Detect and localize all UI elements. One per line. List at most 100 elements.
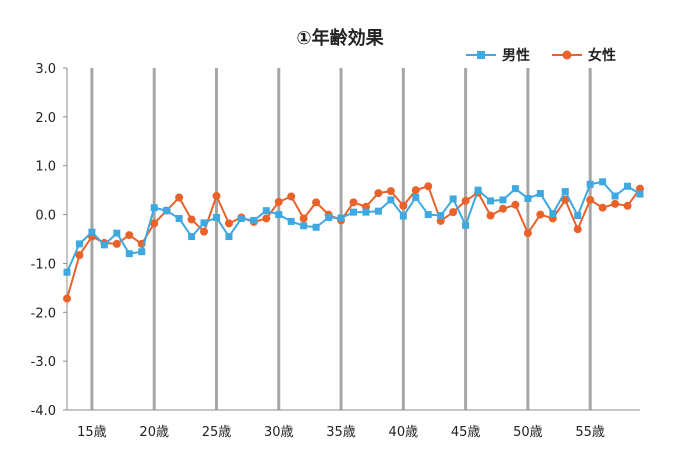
point-female [212,192,221,201]
x-tick-label-30: 30歳 [264,425,294,440]
series-female [63,182,644,303]
point-male [275,211,283,219]
point-female [299,214,308,223]
point-female [623,201,632,210]
series-male [63,178,644,276]
point-female [424,182,433,191]
series-layer [63,178,644,303]
point-male [312,223,320,231]
legend-item-female: 女性 [552,47,616,64]
point-female [449,208,458,217]
chart-title: ①年齢効果 [296,27,384,49]
point-male [399,212,407,220]
point-female [486,211,495,220]
grid-lines [90,68,592,410]
point-female [598,203,607,212]
y-tick-label: 3.0 [35,62,56,77]
point-male [636,190,644,198]
point-male [387,196,395,204]
point-male [574,212,582,220]
point-male [287,217,295,225]
point-female [75,251,84,260]
point-male [511,185,519,193]
x-tick-label-55: 55歳 [575,425,605,440]
y-tick-label: 2.0 [35,111,56,126]
point-female [411,186,420,195]
x-tick-label-45: 45歳 [451,425,481,440]
point-male [138,248,146,256]
legend-male-label: 男性 [502,47,530,64]
point-male [611,192,619,200]
point-male [188,233,196,241]
y-tick-label: 0.0 [35,209,56,224]
point-male [536,190,544,198]
legend: 男性 女性 [466,47,616,64]
legend-item-male: 男性 [466,47,530,64]
point-male [462,221,470,229]
point-male [237,214,245,222]
point-female [150,219,159,228]
axes [63,67,640,411]
point-female [511,200,520,209]
point-female [175,193,184,202]
point-male [474,186,482,194]
point-female [224,219,233,228]
y-axis-tick-labels: 3.0 2.0 1.0 0.0 -1.0 -2.0 -3.0 -4.0 [31,62,56,419]
point-male [586,180,594,188]
point-male [200,219,208,227]
y-tick-label: -2.0 [31,306,56,321]
point-male [163,207,171,215]
point-female [399,201,408,210]
legend-male-marker [477,51,485,59]
point-male [624,182,632,190]
point-female [63,294,71,303]
point-male [487,197,495,205]
point-male [325,214,333,222]
point-male [250,216,258,224]
point-female [312,198,321,207]
point-male [374,207,382,215]
point-male [549,210,557,218]
point-female [274,197,283,206]
point-male [100,241,108,249]
point-female [349,198,358,207]
point-male [75,240,83,248]
point-female [586,195,595,204]
point-male [561,188,569,196]
x-tick-label-20: 20歳 [139,425,169,440]
x-tick-label-25: 25歳 [202,425,232,440]
point-female [573,225,582,234]
point-male [437,212,445,220]
point-male [150,204,158,212]
x-tick-label-35: 35歳 [326,425,356,440]
point-female [374,189,383,198]
point-male [362,208,370,216]
point-female [262,214,271,223]
point-male [63,268,71,276]
point-male [212,214,220,222]
x-axis-tick-labels: 15歳 20歳 25歳 30歳 35歳 40歳 45歳 50歳 55歳 [77,425,605,440]
point-female [498,204,507,213]
point-female [561,195,570,204]
point-female [200,227,209,236]
point-female [536,210,545,219]
x-tick-label-15: 15歳 [77,425,107,440]
legend-female-marker [562,50,572,60]
legend-female-label: 女性 [588,47,616,64]
point-male [300,222,308,230]
y-tick-label: -1.0 [31,257,56,272]
point-male [449,195,457,203]
point-male [175,214,183,222]
y-tick-label: -3.0 [31,355,56,370]
y-tick-label: -4.0 [31,404,56,419]
point-female [287,192,296,201]
x-tick-label-40: 40歳 [389,425,419,440]
point-male [350,208,357,216]
point-male [424,211,432,219]
point-male [412,193,420,201]
point-male [599,178,607,186]
point-male [524,194,532,202]
point-female [386,187,395,196]
point-female [112,239,121,248]
